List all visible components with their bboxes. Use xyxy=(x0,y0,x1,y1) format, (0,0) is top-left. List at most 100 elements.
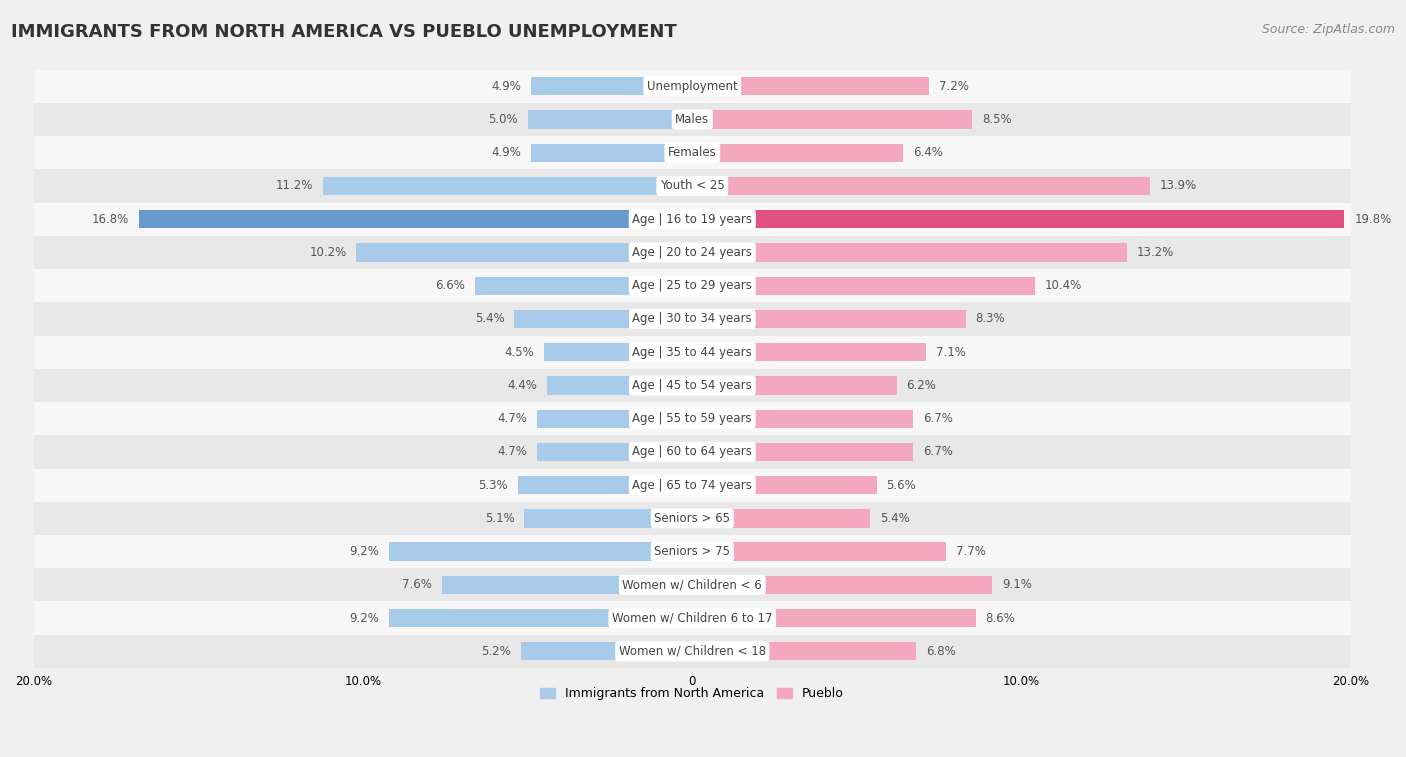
Text: 11.2%: 11.2% xyxy=(276,179,314,192)
Bar xyxy=(692,210,1344,229)
Text: Unemployment: Unemployment xyxy=(647,79,738,93)
Bar xyxy=(692,410,912,428)
Text: Age | 25 to 29 years: Age | 25 to 29 years xyxy=(633,279,752,292)
Bar xyxy=(692,576,993,594)
Bar xyxy=(34,170,1351,203)
Bar xyxy=(34,302,1351,335)
Text: 5.4%: 5.4% xyxy=(880,512,910,525)
Text: 10.2%: 10.2% xyxy=(309,246,346,259)
Text: 4.4%: 4.4% xyxy=(508,379,537,392)
Bar xyxy=(34,469,1351,502)
Text: 6.7%: 6.7% xyxy=(922,445,953,459)
Bar xyxy=(531,77,692,95)
Legend: Immigrants from North America, Pueblo: Immigrants from North America, Pueblo xyxy=(536,683,849,706)
Bar xyxy=(34,634,1351,668)
Bar xyxy=(692,144,903,162)
Text: 6.8%: 6.8% xyxy=(927,645,956,658)
Text: 6.2%: 6.2% xyxy=(907,379,936,392)
Bar xyxy=(34,70,1351,103)
Text: Age | 30 to 34 years: Age | 30 to 34 years xyxy=(633,313,752,326)
Bar xyxy=(34,103,1351,136)
Bar xyxy=(692,609,976,628)
Text: 5.0%: 5.0% xyxy=(488,113,517,126)
Bar xyxy=(517,476,692,494)
Bar xyxy=(34,602,1351,634)
Bar xyxy=(692,476,877,494)
Bar xyxy=(34,569,1351,602)
Text: 13.2%: 13.2% xyxy=(1137,246,1174,259)
Bar xyxy=(692,177,1150,195)
Text: 9.2%: 9.2% xyxy=(350,545,380,558)
Bar xyxy=(34,502,1351,535)
Text: 8.6%: 8.6% xyxy=(986,612,1015,625)
Bar xyxy=(34,136,1351,170)
Text: 10.4%: 10.4% xyxy=(1045,279,1083,292)
Text: Youth < 25: Youth < 25 xyxy=(659,179,724,192)
Text: Females: Females xyxy=(668,146,717,159)
Text: 7.2%: 7.2% xyxy=(939,79,969,93)
Text: Women w/ Children < 6: Women w/ Children < 6 xyxy=(623,578,762,591)
Text: 4.7%: 4.7% xyxy=(498,445,527,459)
Bar xyxy=(34,535,1351,569)
Text: 5.6%: 5.6% xyxy=(887,478,917,491)
Text: 8.5%: 8.5% xyxy=(983,113,1012,126)
Bar xyxy=(389,609,692,628)
Bar xyxy=(515,310,692,328)
Text: Age | 60 to 64 years: Age | 60 to 64 years xyxy=(633,445,752,459)
Text: 7.6%: 7.6% xyxy=(402,578,432,591)
Bar xyxy=(527,111,692,129)
Bar xyxy=(34,203,1351,236)
Text: 16.8%: 16.8% xyxy=(91,213,129,226)
Bar xyxy=(389,543,692,561)
Text: Age | 16 to 19 years: Age | 16 to 19 years xyxy=(633,213,752,226)
Text: 6.6%: 6.6% xyxy=(434,279,465,292)
Bar xyxy=(692,243,1128,262)
Text: 5.3%: 5.3% xyxy=(478,478,508,491)
Bar xyxy=(34,335,1351,369)
Text: Women w/ Children 6 to 17: Women w/ Children 6 to 17 xyxy=(612,612,772,625)
Bar xyxy=(547,376,692,394)
Text: 4.5%: 4.5% xyxy=(505,346,534,359)
Bar xyxy=(323,177,692,195)
Bar xyxy=(692,543,946,561)
Bar xyxy=(34,369,1351,402)
Bar xyxy=(34,435,1351,469)
Bar xyxy=(34,269,1351,302)
Text: 4.7%: 4.7% xyxy=(498,412,527,425)
Bar xyxy=(531,144,692,162)
Text: Age | 45 to 54 years: Age | 45 to 54 years xyxy=(633,379,752,392)
Text: Seniors > 65: Seniors > 65 xyxy=(654,512,730,525)
Text: 4.9%: 4.9% xyxy=(491,79,522,93)
Text: Males: Males xyxy=(675,113,710,126)
Text: Age | 65 to 74 years: Age | 65 to 74 years xyxy=(633,478,752,491)
Text: 19.8%: 19.8% xyxy=(1354,213,1392,226)
Bar xyxy=(475,276,692,294)
Bar xyxy=(522,642,692,660)
Text: 4.9%: 4.9% xyxy=(491,146,522,159)
Bar xyxy=(692,310,966,328)
Text: Women w/ Children < 18: Women w/ Children < 18 xyxy=(619,645,766,658)
Bar xyxy=(692,111,973,129)
Text: 6.7%: 6.7% xyxy=(922,412,953,425)
Bar xyxy=(692,343,927,361)
Text: 8.3%: 8.3% xyxy=(976,313,1005,326)
Bar xyxy=(537,410,692,428)
Text: 5.1%: 5.1% xyxy=(485,512,515,525)
Bar xyxy=(356,243,692,262)
Bar xyxy=(441,576,692,594)
Bar xyxy=(139,210,692,229)
Text: 6.4%: 6.4% xyxy=(912,146,943,159)
Text: 13.9%: 13.9% xyxy=(1160,179,1198,192)
Text: 9.1%: 9.1% xyxy=(1002,578,1032,591)
Text: 7.1%: 7.1% xyxy=(936,346,966,359)
Bar xyxy=(692,509,870,528)
Bar xyxy=(692,276,1035,294)
Bar xyxy=(537,443,692,461)
Text: Age | 35 to 44 years: Age | 35 to 44 years xyxy=(633,346,752,359)
Bar xyxy=(544,343,692,361)
Bar xyxy=(692,77,929,95)
Text: Age | 20 to 24 years: Age | 20 to 24 years xyxy=(633,246,752,259)
Text: Seniors > 75: Seniors > 75 xyxy=(654,545,730,558)
Bar xyxy=(692,443,912,461)
Text: Age | 55 to 59 years: Age | 55 to 59 years xyxy=(633,412,752,425)
